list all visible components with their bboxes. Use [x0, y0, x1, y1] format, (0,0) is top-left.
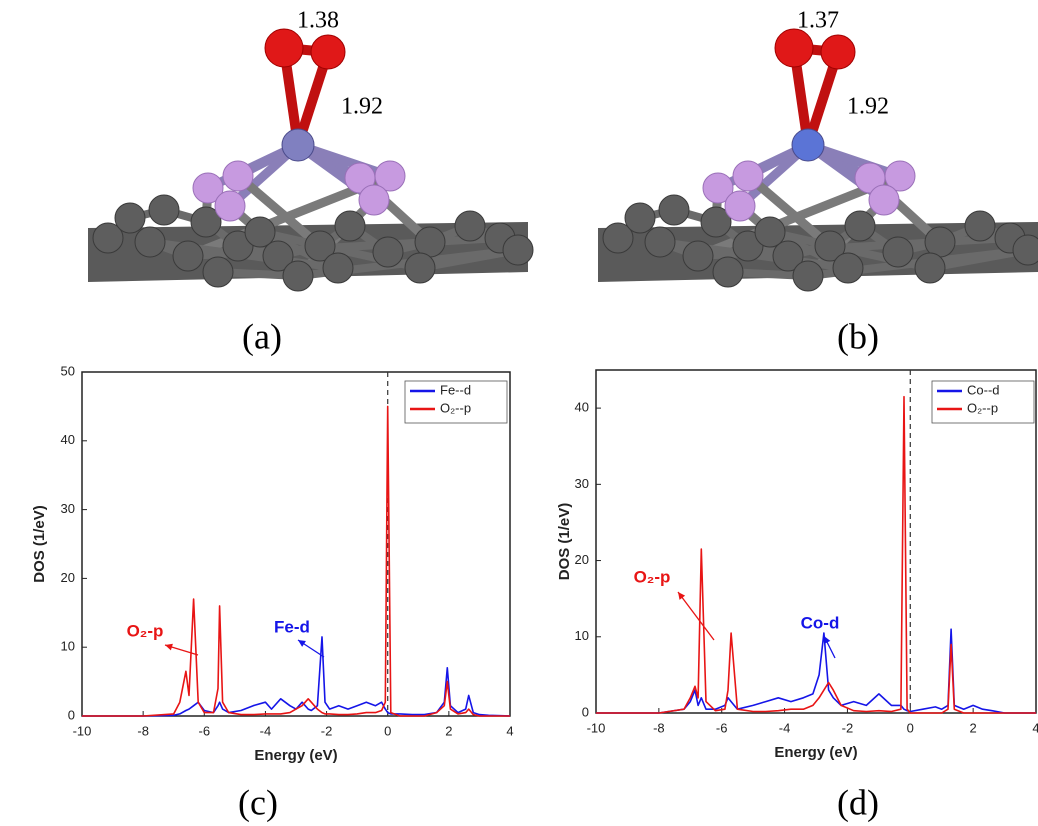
x-tick-label: -2 — [842, 720, 854, 735]
carbon-atom — [335, 211, 365, 241]
structure-a: 1.38 1.92 (a) — [88, 8, 533, 357]
y-tick-label: 0 — [582, 704, 589, 719]
carbon-atom — [203, 257, 233, 287]
y-tick-label: 10 — [61, 639, 75, 654]
carbon-atom — [173, 241, 203, 271]
y-axis-label: DOS (1/eV) — [31, 505, 48, 583]
oxygen-atom — [265, 29, 303, 67]
dos-line — [82, 406, 510, 716]
x-tick-label: -6 — [199, 723, 211, 738]
carbon-atom — [245, 217, 275, 247]
carbon-atom — [323, 253, 353, 283]
x-tick-label: 2 — [970, 720, 977, 735]
carbon-atom — [833, 253, 863, 283]
carbon-atom — [845, 211, 875, 241]
carbon-atom — [659, 195, 689, 225]
legend-label: O₂--p — [440, 400, 471, 415]
annotation: Co-d — [801, 613, 840, 632]
bond-label: 1.37 — [797, 8, 839, 34]
panel-label: (c) — [238, 782, 278, 822]
carbon-atom — [283, 261, 313, 291]
structure-b: 1.37 1.92 (b) — [598, 8, 1038, 357]
bond-label: 1.92 — [847, 94, 889, 120]
metal-atom — [282, 129, 314, 161]
y-tick-label: 40 — [61, 432, 75, 447]
carbon-atom — [965, 211, 995, 241]
x-tick-label: 0 — [384, 723, 391, 738]
x-tick-label: -4 — [260, 723, 272, 738]
dos-line — [82, 637, 510, 716]
plot-frame — [82, 372, 510, 716]
x-tick-label: -2 — [321, 723, 333, 738]
carbon-atom — [405, 253, 435, 283]
y-tick-label: 0 — [68, 707, 75, 722]
carbon-atom — [883, 237, 913, 267]
carbon-atom — [503, 235, 533, 265]
oxygen-atom — [821, 35, 855, 69]
y-tick-label: 30 — [575, 476, 589, 491]
nitrogen-atom — [359, 185, 389, 215]
nitrogen-atom — [215, 191, 245, 221]
arrow-head — [678, 592, 685, 600]
annotation-arrow — [678, 592, 714, 640]
carbon-atom — [683, 241, 713, 271]
carbon-atom — [415, 227, 445, 257]
nitrogen-atom — [223, 161, 253, 191]
y-tick-label: 20 — [61, 570, 75, 585]
legend-label: Fe--d — [440, 382, 471, 397]
carbon-atom — [135, 227, 165, 257]
carbon-atom — [115, 203, 145, 233]
bond-label: 1.38 — [297, 8, 339, 34]
x-axis-label: Energy (eV) — [254, 747, 337, 764]
carbon-atom — [755, 217, 785, 247]
x-tick-label: -8 — [653, 720, 665, 735]
carbon-atom — [793, 261, 823, 291]
x-tick-label: -6 — [716, 720, 728, 735]
annotation: O₂-p — [634, 567, 671, 586]
carbon-atom — [713, 257, 743, 287]
legend-label: Co--d — [967, 382, 1000, 397]
oxygen-atom — [311, 35, 345, 69]
arrow-head — [298, 640, 306, 647]
y-tick-label: 30 — [61, 501, 75, 516]
metal-atom — [792, 129, 824, 161]
panel-label: (b) — [837, 316, 879, 356]
x-axis-label: Energy (eV) — [774, 744, 857, 761]
y-tick-label: 50 — [61, 363, 75, 378]
x-tick-label: 4 — [1032, 720, 1038, 735]
figure: 1.38 1.92 (a) 1.37 1.92 (b) 01020304050-… — [0, 0, 1038, 826]
legend-label: O₂--p — [967, 400, 998, 415]
y-tick-label: 20 — [575, 552, 589, 567]
x-tick-label: -10 — [73, 723, 92, 738]
panel-label: (a) — [242, 316, 282, 356]
carbon-atom — [149, 195, 179, 225]
carbon-atom — [1013, 235, 1038, 265]
bond-label: 1.92 — [341, 94, 383, 120]
carbon-atom — [625, 203, 655, 233]
carbon-atom — [373, 237, 403, 267]
dos-line — [596, 397, 1036, 713]
nitrogen-atom — [725, 191, 755, 221]
y-axis-label: DOS (1/eV) — [556, 503, 573, 581]
x-tick-label: 0 — [907, 720, 914, 735]
carbon-atom — [915, 253, 945, 283]
carbon-atom — [925, 227, 955, 257]
y-tick-label: 40 — [575, 400, 589, 415]
oxygen-atom — [775, 29, 813, 67]
carbon-atom — [455, 211, 485, 241]
panel-label: (d) — [837, 782, 879, 822]
x-tick-label: -10 — [587, 720, 606, 735]
annotation: O₂-p — [127, 621, 164, 640]
x-tick-label: -8 — [137, 723, 149, 738]
x-tick-label: 4 — [506, 723, 513, 738]
x-tick-label: 2 — [445, 723, 452, 738]
y-tick-label: 10 — [575, 628, 589, 643]
carbon-atom — [645, 227, 675, 257]
nitrogen-atom — [733, 161, 763, 191]
annotation: Fe-d — [274, 617, 310, 636]
x-tick-label: -4 — [779, 720, 791, 735]
nitrogen-atom — [869, 185, 899, 215]
